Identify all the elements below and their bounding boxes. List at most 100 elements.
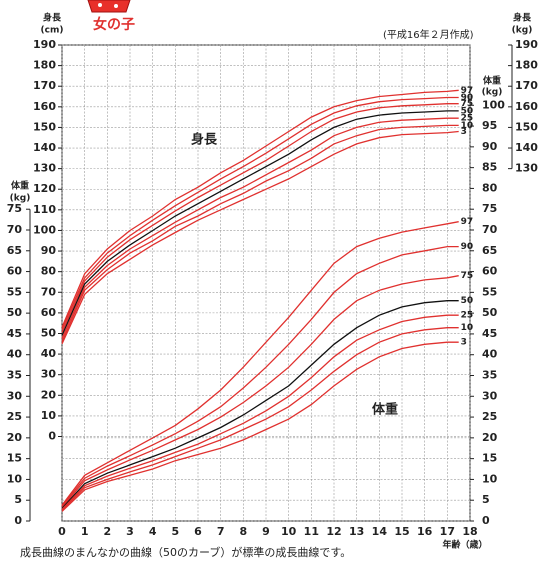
curve (61, 117, 459, 339)
x-tick-label: 4 (149, 525, 157, 538)
y-tick-label: 0 (48, 430, 56, 443)
x-tick-label: 3 (126, 525, 134, 538)
y-tick-label: 35 (7, 368, 22, 381)
y-tick-label: 140 (33, 141, 56, 154)
y-tick-label: 70 (41, 285, 57, 298)
y-tick-label: 190 (33, 38, 56, 51)
y-tick-label: 170 (33, 79, 56, 92)
series-label: 3 (461, 127, 467, 137)
y2-tick-label: 0 (482, 514, 490, 527)
y-tick-label: 40 (7, 348, 23, 361)
x-tick-label: 0 (58, 525, 66, 538)
curve (61, 341, 459, 512)
curve (61, 103, 459, 333)
axis-unit: (kg) (10, 194, 31, 204)
curve (61, 314, 459, 510)
y-tick-label: 75 (7, 202, 22, 215)
y-tick-label: 5 (14, 493, 22, 506)
curve (61, 327, 459, 511)
y-tick-label: 60 (41, 306, 57, 319)
curve (61, 221, 459, 506)
x-tick-label: 16 (417, 525, 433, 538)
series-label: 50 (461, 106, 474, 116)
x-tick-label: 15 (394, 525, 409, 538)
y-tick-label: 25 (7, 410, 22, 423)
y2-tick-label: 140 (515, 141, 538, 154)
axis-title: 体重 (11, 180, 29, 192)
x-tick-label: 13 (349, 525, 364, 538)
x-tick-label: 7 (217, 525, 225, 538)
x-tick-label: 2 (104, 525, 112, 538)
y-tick-label: 90 (41, 244, 57, 257)
y-tick-label: 150 (33, 120, 56, 133)
y2-tick-label: 150 (515, 120, 538, 133)
y-tick-label: 70 (7, 223, 23, 236)
series-label: 50 (461, 296, 474, 306)
y2-tick-label: 100 (482, 98, 505, 111)
series-label: 75 (461, 271, 474, 281)
x-tick-label: 14 (372, 525, 388, 538)
y2-tick-label: 25 (482, 410, 497, 423)
y-tick-label: 100 (33, 223, 56, 236)
y-tick-label: 160 (33, 100, 56, 113)
axis-unit: (kg) (512, 26, 533, 36)
series-label: 25 (461, 114, 474, 124)
y-tick-label: 15 (7, 452, 22, 465)
axis-title: 体重 (483, 75, 501, 87)
axis-title: 身長 (43, 12, 62, 24)
y-tick-label: 60 (7, 265, 23, 278)
y2-tick-label: 75 (482, 202, 497, 215)
series-label: 97 (461, 86, 474, 96)
curve (61, 245, 459, 507)
curve (61, 96, 459, 330)
y2-tick-label: 10 (482, 472, 498, 485)
y-tick-label: 40 (41, 347, 57, 360)
girl-icon (87, 0, 131, 13)
y-tick-label: 10 (41, 409, 57, 422)
y-tick-label: 20 (7, 431, 23, 444)
y2-tick-label: 85 (482, 161, 497, 174)
y2-tick-label: 65 (482, 244, 497, 257)
series-label: 75 (461, 99, 474, 109)
y-tick-label: 120 (33, 182, 56, 195)
series-label: 90 (461, 242, 474, 252)
chart-title: 女の子 (93, 16, 135, 33)
axis-unit: (kg) (482, 88, 503, 98)
y2-tick-label: 5 (482, 493, 490, 506)
y-tick-label: 50 (7, 306, 23, 319)
y2-tick-label: 70 (482, 223, 498, 236)
footer: 成長曲線のまんなかの曲線（50のカーブ）が標準の成長曲線です。 (20, 545, 351, 559)
series-label: 25 (461, 311, 474, 321)
y2-tick-label: 180 (515, 59, 538, 72)
y-tick-label: 180 (33, 59, 56, 72)
y2-tick-label: 170 (515, 79, 538, 92)
y-tick-label: 30 (7, 389, 23, 402)
y-tick-label: 55 (7, 285, 22, 298)
axis-unit: (cm) (41, 26, 64, 36)
y2-tick-label: 160 (515, 100, 538, 113)
x-tick-label: 12 (326, 525, 341, 538)
note: (平成16年２月作成) (383, 28, 474, 41)
x-tick-label: 10 (281, 525, 297, 538)
y2-tick-label: 190 (515, 38, 538, 51)
y-tick-label: 130 (33, 162, 56, 175)
y2-tick-label: 45 (482, 327, 497, 340)
series-label: 10 (461, 121, 474, 131)
y2-tick-label: 20 (482, 431, 498, 444)
y2-tick-label: 30 (482, 389, 498, 402)
series-label: 97 (461, 217, 474, 227)
curve (61, 89, 459, 328)
y-tick-label: 80 (41, 265, 57, 278)
x-tick-label: 5 (172, 525, 180, 538)
y-tick-label: 20 (41, 388, 57, 401)
series-label: 3 (461, 338, 467, 348)
x-axis-title: 年齢（歳） (442, 539, 487, 551)
y2-tick-label: 80 (482, 181, 498, 194)
curve-label: 身長 (191, 132, 218, 148)
y-tick-label: 0 (14, 514, 22, 527)
x-tick-label: 18 (462, 525, 477, 538)
curve (61, 275, 459, 508)
y2-tick-label: 95 (482, 119, 497, 132)
y-tick-label: 45 (7, 327, 22, 340)
